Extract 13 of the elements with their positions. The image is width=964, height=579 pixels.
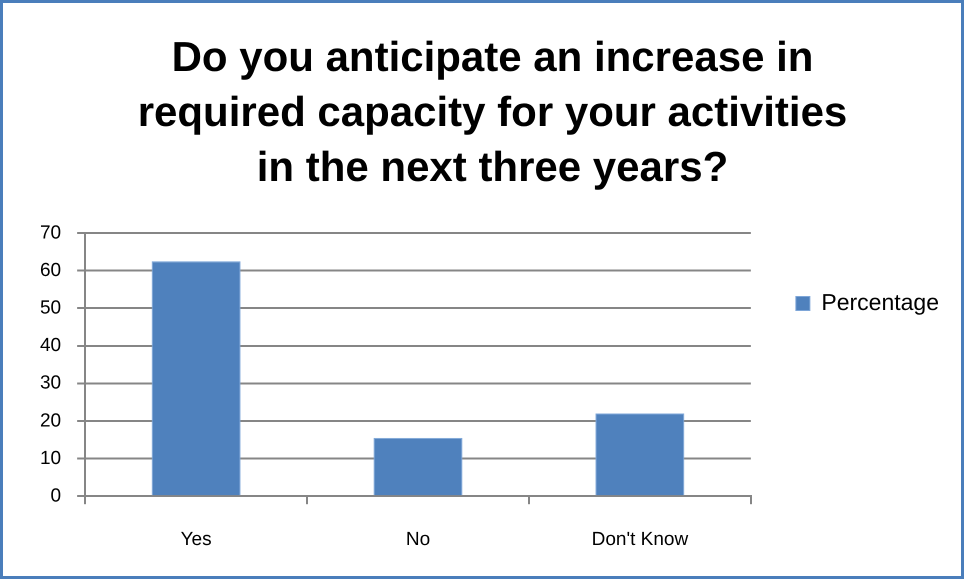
y-tick-label: 60 (40, 260, 62, 281)
y-tick-label: 10 (40, 448, 62, 469)
chart-title: Do you anticipate an increase in required capacity for your activities in the next three years? (138, 33, 848, 190)
x-tick-label: No (406, 528, 430, 550)
y-tick-label: 70 (40, 222, 62, 244)
x-tick-label: Yes (180, 528, 212, 550)
y-tick-label: 20 (40, 410, 62, 432)
legend-label: Percentage (821, 288, 939, 315)
y-tick-label: 40 (40, 335, 62, 356)
y-tick-label: 30 (40, 372, 62, 394)
y-tick-label: 50 (40, 297, 62, 318)
x-tick-label: Don't Know (592, 528, 688, 550)
y-tick-label: 0 (50, 485, 62, 506)
